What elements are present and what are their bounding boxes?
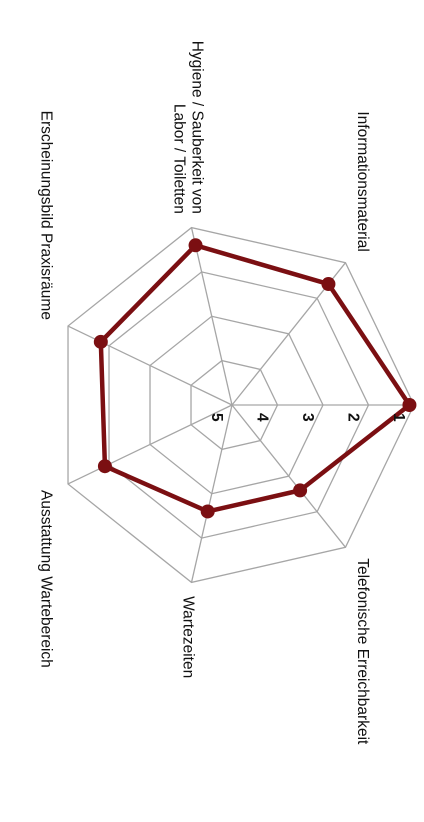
tick-label-1: 1 (390, 413, 407, 422)
axis-label-wartezeiten: Wartezeiten (179, 596, 196, 678)
data-point-3 (97, 459, 112, 474)
tick-label-3: 3 (299, 413, 316, 422)
spoke-5 (190, 227, 233, 406)
grid-ring-2 (108, 271, 370, 539)
data-point-2 (200, 504, 215, 519)
data-point-4 (93, 334, 108, 349)
data-point-1 (293, 483, 308, 498)
tick-label-4: 4 (254, 413, 271, 422)
axis-label-erscheinungsbild-praxisraeume: Erscheinungsbild Praxisräume (37, 111, 54, 320)
grid-ring-1 (67, 226, 415, 584)
series-line-0 (98, 243, 412, 514)
radar-grid (67, 226, 415, 584)
tick-labels: 1 2 3 4 5 (208, 413, 407, 422)
axis-label-informationsmaterial: Informationsmaterial (354, 111, 371, 251)
axis-label-telefonische-erreichbarkeit: Telefonische Erreichbarkeit (354, 558, 371, 745)
grid-ring-3 (149, 315, 324, 495)
radar-series (93, 238, 417, 519)
axis-labels: SprechzeitenTelefonische ErreichbarkeitW… (37, 41, 371, 745)
data-point-5 (188, 238, 203, 253)
radar-rotated-group: 1 2 3 4 5 SprechzeitenTelefonische Erreichba… (37, 41, 417, 745)
spoke-1 (231, 404, 346, 548)
grid-ring-4 (190, 359, 279, 451)
spoke-3 (67, 404, 233, 485)
spoke-2 (190, 404, 233, 583)
data-point-6 (321, 277, 336, 292)
axis-label-hygiene-sauberkeit-von-labor-toiletten: Hygiene / Sauberkeit vonLabor / Toilette… (170, 41, 205, 214)
tick-label-5: 5 (208, 413, 225, 422)
tick-label-2: 2 (345, 413, 362, 422)
data-point-0 (402, 398, 417, 412)
axis-label-ausstattung-wartebereich: Ausstattung Wartebereich (37, 490, 54, 668)
